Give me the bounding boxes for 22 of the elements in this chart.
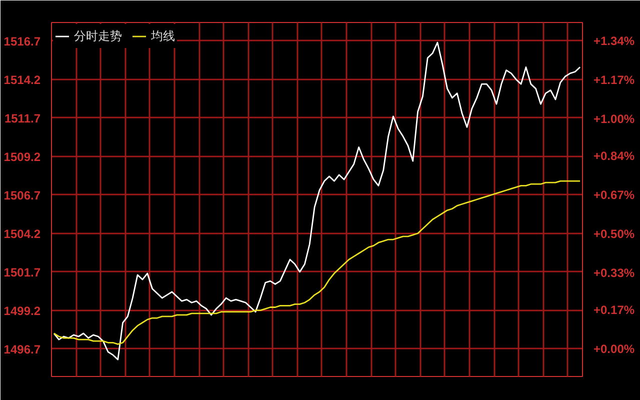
line-series — [53, 42, 581, 360]
y2-tick-label: +0.33% — [594, 266, 635, 280]
y2-tick-label: +1.17% — [594, 72, 635, 87]
y-tick-label: 1496.7 — [4, 342, 41, 356]
y-tick-label: 1509.2 — [4, 150, 41, 164]
y-tick-label: 1516.7 — [4, 34, 41, 48]
legend-label: 分时走势 — [74, 28, 122, 44]
y-tick-label: 1514.2 — [4, 72, 41, 87]
y-tick-label: 1506.7 — [4, 188, 41, 202]
y2-tick-label: +0.84% — [594, 148, 635, 163]
y-tick-label: 1501.7 — [4, 265, 41, 280]
y2-tick-label: +0.50% — [594, 226, 635, 241]
y-tick-label: 1504.2 — [4, 226, 41, 241]
y-tick-label: 1511.7 — [4, 111, 41, 126]
legend-label: 均线 — [151, 28, 175, 44]
y2-tick-label: +1.34% — [594, 34, 635, 48]
y2-tick-label: +0.17% — [594, 302, 635, 317]
line-series — [53, 180, 581, 345]
y2-tick-label: +0.00% — [594, 342, 635, 356]
y2-tick-label: +0.67% — [594, 188, 635, 202]
y-tick-label: 1499.2 — [4, 304, 41, 318]
y2-tick-label: +1.00% — [594, 112, 635, 126]
